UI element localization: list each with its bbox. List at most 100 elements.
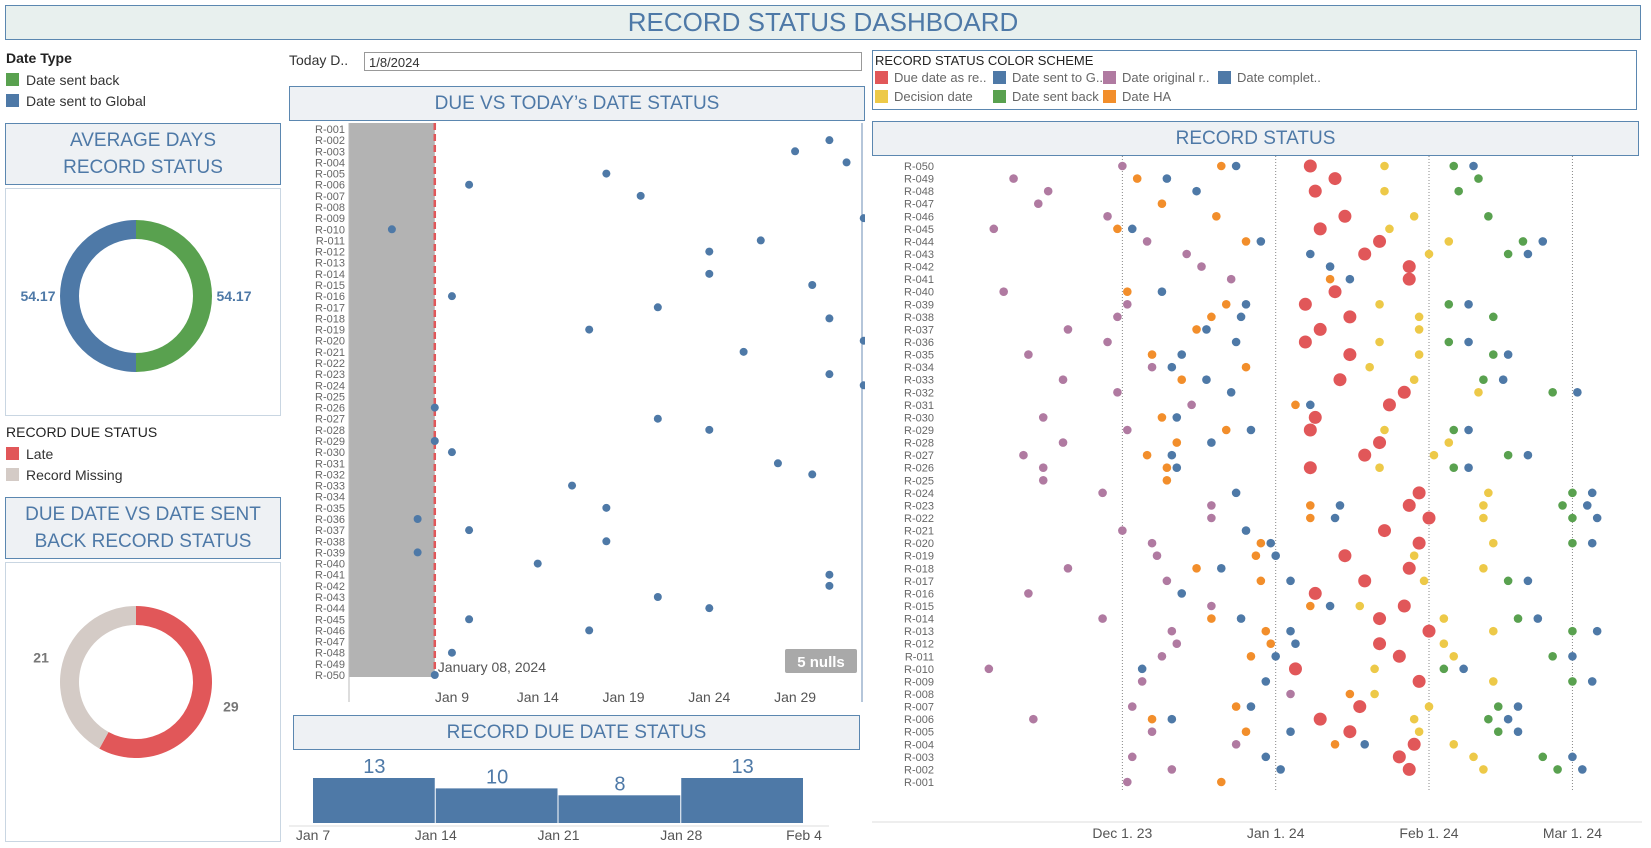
y-tick-label: R-004 (315, 157, 345, 169)
record-status-point (1414, 727, 1424, 737)
legend-item-date-sent-to-global[interactable]: Date sent to Global (6, 90, 266, 111)
y-tick-label: R-048 (315, 648, 345, 660)
y-tick-label: R-018 (904, 563, 934, 575)
record-status-point (1246, 702, 1256, 711)
record-status-point (1587, 538, 1597, 548)
record-status-point (1330, 739, 1340, 749)
record-status-point (1459, 664, 1468, 674)
y-tick-label: R-015 (904, 601, 934, 613)
due-date-point (825, 581, 834, 590)
legend-label: Date sent back (1012, 89, 1099, 104)
scheme-legend-item[interactable]: Date sent to G.. (993, 70, 1103, 85)
record-status-point (1464, 425, 1473, 435)
record-status-point (1402, 272, 1416, 286)
record-status-point (1449, 651, 1459, 661)
record-status-point (1207, 438, 1216, 447)
due-date-point (585, 325, 594, 334)
record-status-point (1123, 299, 1132, 309)
record-status-point (1137, 677, 1147, 686)
record-status-point (1474, 174, 1483, 183)
y-tick-label: R-002 (904, 764, 934, 776)
record-status-point (1333, 373, 1347, 387)
donut-slice (136, 220, 212, 372)
scheme-legend-item[interactable]: Date original r.. (1103, 70, 1209, 85)
record-status-point (1058, 375, 1068, 385)
due-date-point (825, 314, 834, 323)
record-status-point (1236, 614, 1246, 623)
scheme-legend-item[interactable]: Decision date (875, 89, 973, 104)
y-tick-label: R-044 (904, 236, 934, 248)
y-tick-label: R-035 (904, 350, 934, 362)
scheme-legend-item[interactable]: Date sent back (993, 89, 1099, 104)
record-status-point (1370, 689, 1379, 699)
record-status-point (1409, 551, 1419, 561)
legend-item-late[interactable]: Late (6, 443, 266, 464)
y-tick-label: R-021 (904, 526, 934, 538)
y-tick-label: R-031 (315, 458, 345, 470)
record-status-point (1449, 463, 1459, 473)
record-status-point (1568, 538, 1577, 548)
y-tick-label: R-025 (315, 391, 345, 403)
record-status-point (1118, 161, 1127, 171)
y-tick-label: R-040 (315, 559, 345, 571)
record-status-point (1523, 249, 1533, 259)
record-status-point (1298, 335, 1312, 349)
record-status-point (1548, 387, 1557, 397)
y-tick-label: R-010 (315, 224, 345, 236)
record-status-point (1538, 752, 1548, 762)
due-date-point (825, 370, 834, 379)
nulls-badge (785, 649, 857, 673)
record-due-status-legend: RECORD DUE STATUS Late Record Missing (6, 424, 266, 485)
record-status-point (1503, 249, 1513, 259)
y-tick-label: R-011 (316, 235, 345, 247)
record-status-point (1241, 362, 1251, 372)
record-status-point (1172, 413, 1182, 422)
legend-item-date-sent-back[interactable]: Date sent back (6, 69, 266, 90)
record-status-point (1033, 199, 1043, 209)
y-tick-label: R-017 (904, 576, 934, 588)
y-tick-label: R-045 (315, 614, 345, 626)
record-status-point (1207, 513, 1216, 523)
y-tick-label: R-023 (315, 369, 345, 381)
color-scheme-legend-title: RECORD STATUS COLOR SCHEME (875, 53, 1094, 68)
scheme-legend-item[interactable]: Due date as re.. (875, 70, 987, 85)
record-status-point (1123, 287, 1132, 297)
due-date-point (636, 191, 645, 200)
record-status-point (1503, 714, 1513, 724)
legend-label: Decision date (894, 89, 973, 104)
legend-label: Date sent back (26, 71, 120, 88)
record-status-point (1464, 463, 1473, 473)
record-status-point (1402, 260, 1416, 274)
record-status-point (984, 664, 994, 674)
scheme-legend-item[interactable]: Date HA (1103, 89, 1171, 104)
legend-swatch (6, 94, 19, 107)
record-status-point (1043, 186, 1053, 196)
record-status-point (1058, 438, 1068, 447)
record-due-date-title: RECORD DUE DATE STATUS (293, 715, 860, 750)
record-status-point (1382, 398, 1396, 412)
record-status-point (1377, 524, 1391, 538)
scheme-legend-item[interactable]: Date complet.. (1218, 70, 1321, 85)
record-status-point (1167, 714, 1177, 724)
record-status-point (1127, 702, 1137, 711)
record-status-point (1288, 662, 1302, 676)
record-status-point (1503, 576, 1513, 586)
record-status-point (1123, 425, 1132, 435)
record-status-point (1493, 727, 1503, 737)
y-tick-label: R-037 (315, 525, 345, 537)
y-tick-label: R-004 (904, 739, 934, 751)
nulls-indicator[interactable]: 5 nulls (785, 649, 857, 673)
record-status-point (1439, 639, 1449, 649)
due-date-point (465, 526, 474, 535)
legend-item-record-missing[interactable]: Record Missing (6, 464, 266, 485)
y-tick-label: R-012 (315, 247, 345, 259)
record-status-point (1231, 161, 1241, 171)
record-status-point (1063, 563, 1073, 573)
record-status-point (1177, 350, 1187, 359)
legend-swatch (1103, 71, 1116, 84)
today-date-input[interactable]: 1/8/2024 (364, 52, 862, 71)
record-status-point (1009, 174, 1018, 183)
record-status-point (1414, 350, 1424, 359)
record-status-point (1582, 501, 1592, 510)
record-status-point (1298, 297, 1312, 311)
